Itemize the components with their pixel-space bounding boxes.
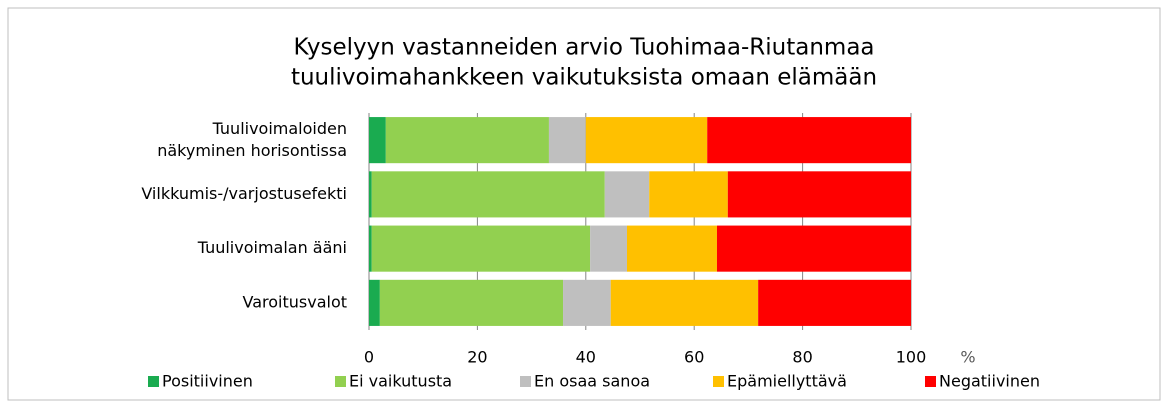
x-tick-label: 80 (792, 348, 812, 367)
chart-title: tuulivoimahankkeen vaikutuksista omaan e… (291, 65, 877, 91)
legend-swatch (148, 376, 159, 387)
bar-segment (649, 171, 728, 218)
bar-segment (371, 225, 591, 272)
x-axis-label: % (960, 348, 975, 367)
bar-segment (369, 225, 372, 272)
legend-label: Positiivinen (162, 372, 253, 391)
bar-segment (758, 279, 911, 326)
bar-segment (707, 117, 911, 164)
bar-segment (604, 171, 650, 218)
legend-swatch (925, 376, 936, 387)
y-tick-label: Vilkkumis-/varjostusefekti (141, 184, 347, 203)
bar-segment (727, 171, 911, 218)
bar-segment (563, 279, 611, 326)
legend-label: En osaa sanoa (534, 372, 650, 391)
chart-title: Kyselyyn vastanneiden arvio Tuohimaa-Riu… (293, 35, 874, 61)
bar-segment (610, 279, 759, 326)
bar-segment (548, 117, 586, 164)
legend-label: Epämiellyttävä (727, 372, 847, 391)
legend-label: Ei vaikutusta (349, 372, 452, 391)
x-tick-label: 100 (896, 348, 927, 367)
bar-segment (369, 279, 380, 326)
legend-swatch (713, 376, 724, 387)
bar-segment (716, 225, 911, 272)
bar-segment (590, 225, 627, 272)
bar-segment (379, 279, 564, 326)
y-tick-label: Tuulivoimaloiden näkyminen horisontissa (157, 119, 347, 160)
bar-segment (626, 225, 717, 272)
x-tick-label: 0 (364, 348, 374, 367)
x-tick-label: 20 (467, 348, 487, 367)
legend-swatch (520, 376, 531, 387)
y-tick-label: Tuulivoimalan ääni (197, 238, 347, 257)
legend-label: Negatiivinen (939, 372, 1040, 391)
bar-segment (369, 171, 372, 218)
bar-segment (385, 117, 549, 164)
x-tick-label: 40 (576, 348, 596, 367)
bar-segment (585, 117, 708, 164)
bar-segment (369, 117, 386, 164)
bar-segment (371, 171, 605, 218)
legend-swatch (335, 376, 346, 387)
x-tick-label: 60 (684, 348, 704, 367)
y-tick-label: Varoitusvalot (243, 292, 348, 311)
